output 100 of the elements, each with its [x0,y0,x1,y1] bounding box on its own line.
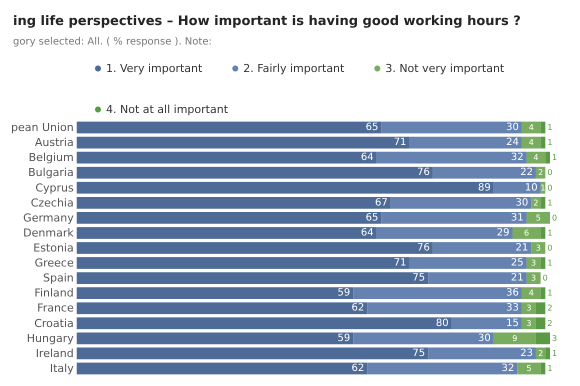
data-label: 71 [394,137,406,148]
data-label: 1 [547,288,552,298]
data-label: 30 [478,332,491,344]
data-label: 80 [436,318,449,329]
bar [376,227,513,239]
bar [76,272,428,284]
data-label: 0 [547,244,552,252]
bar [545,152,550,164]
data-label: 0 [547,183,552,192]
data-label: 3 [536,244,541,252]
data-label: 3 [552,334,558,343]
bar [536,348,546,360]
data-label: 3 [526,304,532,313]
y-tick-label: Estonia [33,242,74,254]
bar [526,212,550,224]
data-label: 30 [506,122,519,134]
bar [381,122,522,134]
data-label: 75 [412,272,426,284]
bar [540,362,546,374]
data-label: 4 [528,288,534,298]
chart-title: ing life perspectives – How important is having good working hours ? [13,14,521,29]
data-label: 59 [337,332,350,344]
data-label: 4 [528,123,534,132]
y-tick-label: Ireland [36,346,74,360]
bar [540,227,546,239]
data-label: 1 [547,198,552,208]
data-label: 36 [506,288,519,299]
data-label: 29 [496,227,510,238]
data-label: 62 [352,362,364,374]
y-tick-label: pean Union [10,121,74,134]
bar [432,166,536,179]
y-tick-label: Belgium [28,151,74,164]
data-label: 21 [510,272,524,284]
data-label: 75 [412,348,426,359]
bar [545,348,550,360]
data-label: 3 [526,318,532,328]
bar [76,362,368,374]
data-label: 0 [552,213,558,222]
bar [452,317,522,330]
y-tick-label: Cyprus [35,181,74,194]
bar [76,166,433,179]
y-tick-label: France [37,302,74,315]
data-label: 33 [506,302,519,314]
data-label: 1 [547,123,552,132]
data-label: 64 [360,152,374,164]
bar [76,122,382,134]
data-label: 76 [417,242,430,254]
bar [409,257,527,269]
bar [540,196,546,209]
data-label: 24 [506,137,519,148]
bar [536,317,546,330]
bar [76,332,354,344]
data-label: 1 [552,153,558,162]
y-tick-label: Austria [34,136,74,150]
bar [76,242,433,254]
bar [531,242,546,254]
legend-label: 1. Very important [106,62,203,75]
data-label: 3 [531,274,536,283]
data-label: 0 [542,274,548,283]
data-label: 64 [360,227,374,238]
bar [526,272,541,284]
bar [76,348,428,360]
data-label: 0 [547,168,552,178]
legend-label: 3. Not very important [385,62,505,75]
y-tick-label: Croatia [34,316,74,330]
bar [517,362,541,374]
data-label: 30 [516,197,528,208]
data-label: 1 [552,348,558,358]
data-label: 1 [547,258,552,268]
data-label: 67 [374,197,388,208]
legend-label: 2. Fairly important [243,62,346,75]
bar [409,136,522,148]
data-label: 62 [352,302,364,314]
data-label: 25 [510,258,524,269]
bar [494,332,536,344]
bar [522,136,541,148]
data-label: 89 [478,182,491,194]
data-label: 59 [337,288,350,299]
bar [76,287,354,300]
bar [428,348,536,360]
data-label: 1 [547,364,552,373]
bar [76,227,377,239]
bar [536,302,546,314]
data-label: 22 [520,167,533,178]
data-label: 32 [510,152,524,164]
legend-label: 4. Not at all important [106,103,229,116]
data-label: 10 [524,182,538,194]
y-tick-label: Spain [43,272,74,285]
bar [390,196,532,209]
y-tick-label: Greece [34,256,74,270]
bar [367,302,522,314]
bar [526,152,546,164]
data-label: 23 [520,348,533,359]
bar [540,122,546,134]
y-tick-label: Czechia [30,196,74,210]
data-label: 5 [536,213,541,222]
data-label: 9 [512,334,518,343]
data-label: 2 [547,304,552,313]
bar [540,287,546,300]
bar [353,332,494,344]
